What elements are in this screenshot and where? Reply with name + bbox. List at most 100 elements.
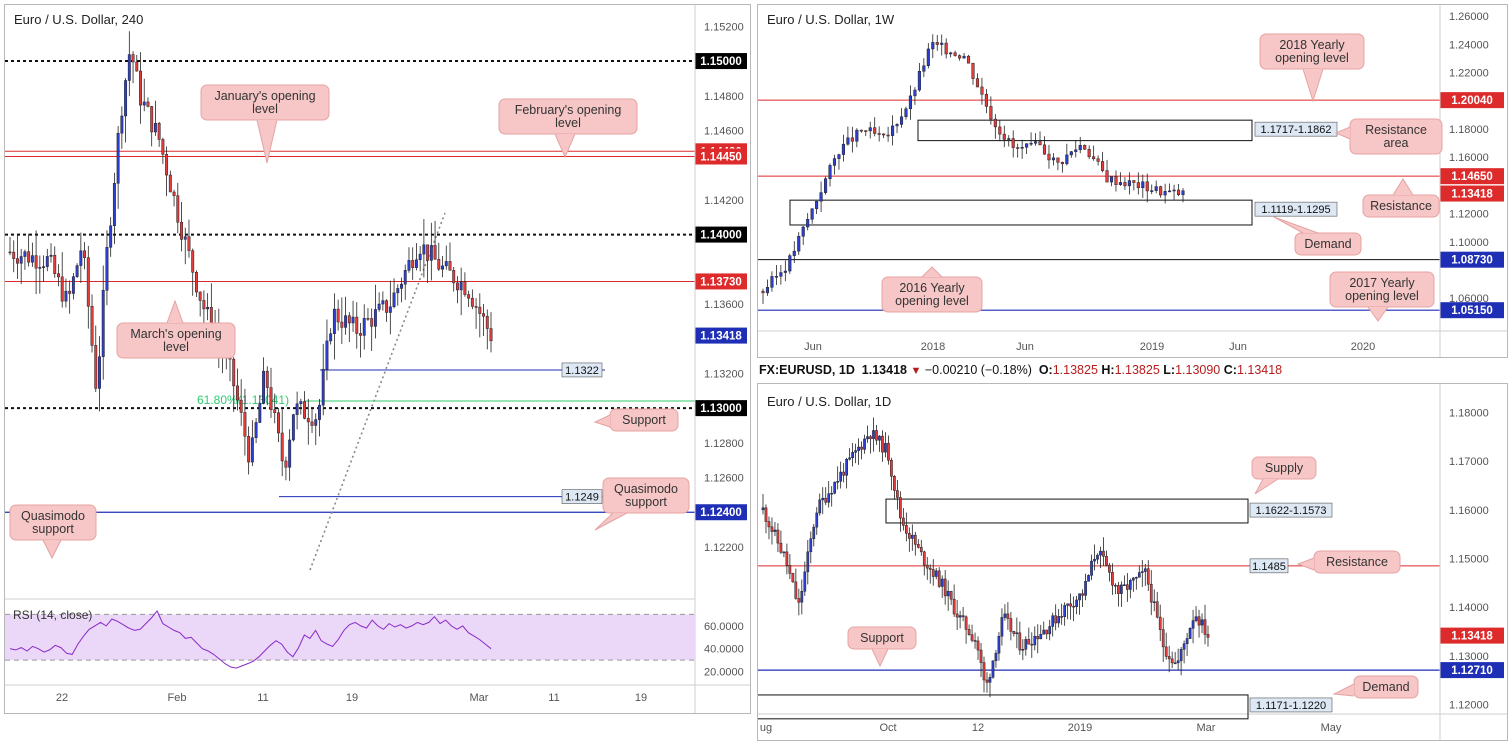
- candle-body: [325, 340, 329, 370]
- chart-title: Euro / U.S. Dollar, 1D: [767, 394, 892, 409]
- y-tick-label: 1.16000: [1449, 505, 1489, 517]
- price-label: 1.14650: [1451, 171, 1493, 183]
- candle-body: [191, 250, 195, 273]
- y-tick-label: 1.10000: [1449, 237, 1489, 249]
- candle-body: [975, 78, 980, 88]
- chart-240-svg[interactable]: 1.150001.144801.144501.140001.137301.134…: [5, 5, 750, 713]
- candle-body: [1176, 660, 1180, 664]
- candle-body: [64, 290, 68, 302]
- candle-body: [265, 370, 269, 388]
- candle-body: [1048, 626, 1052, 635]
- last-price: 1.13418: [861, 363, 907, 377]
- supply-zone: [885, 498, 1249, 524]
- candle-body: [928, 567, 932, 570]
- candle-body: [1197, 616, 1201, 626]
- price-label: 1.14000: [700, 230, 742, 242]
- candle-body: [388, 306, 392, 313]
- x-tick-label: 19: [635, 692, 647, 704]
- candle-body: [896, 490, 899, 498]
- candle-body: [198, 291, 202, 301]
- zone-label-box: [1249, 502, 1333, 518]
- candle-body: [1025, 143, 1029, 148]
- x-tick-label: ug: [760, 722, 772, 734]
- y-tick-label: 1.13600: [704, 299, 744, 311]
- zone-label-box: [1254, 121, 1338, 137]
- candle-body: [1136, 182, 1140, 188]
- quasimodo-support-note: [602, 477, 690, 514]
- candle-body: [997, 635, 1001, 654]
- price-label: 1.13730: [700, 276, 742, 288]
- quasimodo-label: 1.1249: [565, 492, 599, 504]
- chart-panel-240[interactable]: Euro / U.S. Dollar, 240 1.150001.144801.…: [4, 4, 751, 714]
- candle-body: [1069, 603, 1072, 607]
- candle-body: [913, 534, 917, 545]
- candle-body: [860, 446, 863, 450]
- candle-body: [455, 282, 459, 291]
- candle-body: [239, 399, 243, 413]
- price-label-box: [695, 53, 747, 70]
- candle-body: [971, 62, 975, 79]
- candle-body: [146, 101, 150, 107]
- candle-body: [1000, 617, 1004, 637]
- y-tick-label: 1.14200: [704, 195, 744, 207]
- note-pointer: [554, 133, 576, 159]
- y-tick-label: 1.14000: [1449, 602, 1489, 614]
- candle-body: [254, 422, 258, 438]
- candle-body: [1168, 190, 1172, 193]
- supply-note-text: Supply: [1265, 461, 1304, 475]
- resistance-note-text: Resistance: [1326, 555, 1388, 569]
- support-note-text: Support: [860, 631, 904, 645]
- x-tick-label: 22: [56, 692, 68, 704]
- candle-body: [891, 125, 895, 136]
- candle-body: [1188, 628, 1192, 639]
- candle-body: [1063, 605, 1066, 617]
- candle-body: [407, 260, 411, 271]
- candle-body: [381, 300, 385, 305]
- candle-body: [291, 414, 295, 441]
- candle-body: [967, 629, 971, 635]
- x-tick-label: Jun: [1229, 341, 1247, 353]
- chart-weekly-svg[interactable]: 1.20040 1.14650 1.13418 1.08730 1.05150 1.171…: [758, 5, 1507, 357]
- candle-body: [38, 267, 42, 269]
- price-label-box: [695, 400, 747, 417]
- candle-body: [303, 401, 307, 419]
- candle-body: [902, 517, 905, 526]
- february-opening-note-text: February's opening: [515, 103, 622, 117]
- y-tick-label: 1.15200: [704, 21, 744, 33]
- candle-body: [984, 94, 988, 107]
- candle-body: [247, 435, 251, 463]
- candle-body: [157, 122, 161, 140]
- candle-body: [112, 183, 116, 227]
- price-label: 1.05150: [1451, 305, 1493, 317]
- candle-body: [280, 432, 284, 462]
- candle-body: [1145, 181, 1149, 192]
- x-tick-label: 11: [548, 692, 559, 704]
- candle-body: [377, 303, 381, 310]
- candle-body: [1083, 144, 1087, 150]
- candle-body: [863, 438, 866, 450]
- candle-body: [1159, 186, 1163, 196]
- chart-daily-svg[interactable]: 1.13418 1.12710 1.1622-1.1573 1.1171-1.1220…: [758, 384, 1507, 740]
- chart-panel-daily[interactable]: Euro / U.S. Dollar, 1D 1.13418 1.12710 1.1…: [757, 383, 1508, 741]
- candle-body: [1105, 556, 1108, 566]
- candle-body: [1078, 144, 1082, 151]
- chart-panel-weekly[interactable]: Euro / U.S. Dollar, 1W 1.20040 1.14650 1.1…: [757, 4, 1508, 358]
- candle-body: [868, 127, 872, 132]
- candle-body: [1203, 619, 1207, 635]
- candle-body: [1084, 581, 1087, 596]
- y-tick-label: 1.24000: [1449, 39, 1489, 51]
- note-pointer: [1367, 306, 1389, 322]
- candle-body: [806, 218, 810, 228]
- support-label-box: [561, 362, 603, 378]
- candle-body: [1075, 599, 1078, 607]
- candle-body: [482, 313, 485, 317]
- candle-body: [362, 318, 366, 336]
- candle-body: [1096, 554, 1099, 560]
- note-pointer: [593, 414, 611, 428]
- chart-title: Euro / U.S. Dollar, 1W: [767, 12, 895, 27]
- candle-body: [1054, 615, 1058, 624]
- candle-body: [779, 542, 783, 553]
- support-note-text: Support: [622, 413, 666, 427]
- x-tick-label: 2020: [1351, 341, 1375, 353]
- price-label-box: [695, 327, 747, 344]
